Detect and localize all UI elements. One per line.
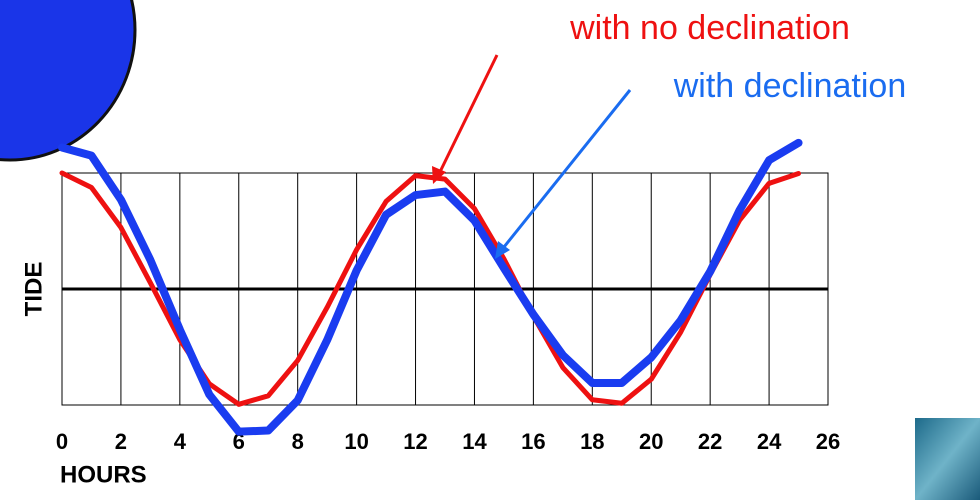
x-tick-label: 12 [403,429,427,454]
x-tick-label: 18 [580,429,604,454]
y-axis-label: TIDE [20,262,47,317]
x-tick-label: 24 [757,429,782,454]
x-tick-label: 20 [639,429,663,454]
x-tick-label: 2 [115,429,127,454]
x-tick-label: 22 [698,429,722,454]
arrow [436,54,499,177]
x-tick-label: 16 [521,429,545,454]
arrow-head [432,166,446,184]
arrow-head [495,241,510,259]
x-tick-label: 14 [462,429,487,454]
annotation: with declination [673,67,906,105]
annotation: with no declination [569,9,850,47]
decor-image [915,418,980,500]
decor-circle [0,0,137,162]
plot-area: 0 2 4 6 8 10 12 14 16 18 20 22 24 26 [56,138,840,454]
x-tick-label: 8 [292,429,304,454]
x-tick-label: 4 [174,429,187,454]
series-line [58,138,803,436]
arrow [498,89,632,253]
x-axis-label: HOURS [60,461,147,488]
x-tick-label: 10 [344,429,368,454]
x-tick-label: 26 [816,429,840,454]
x-tick-label: 0 [56,429,68,454]
